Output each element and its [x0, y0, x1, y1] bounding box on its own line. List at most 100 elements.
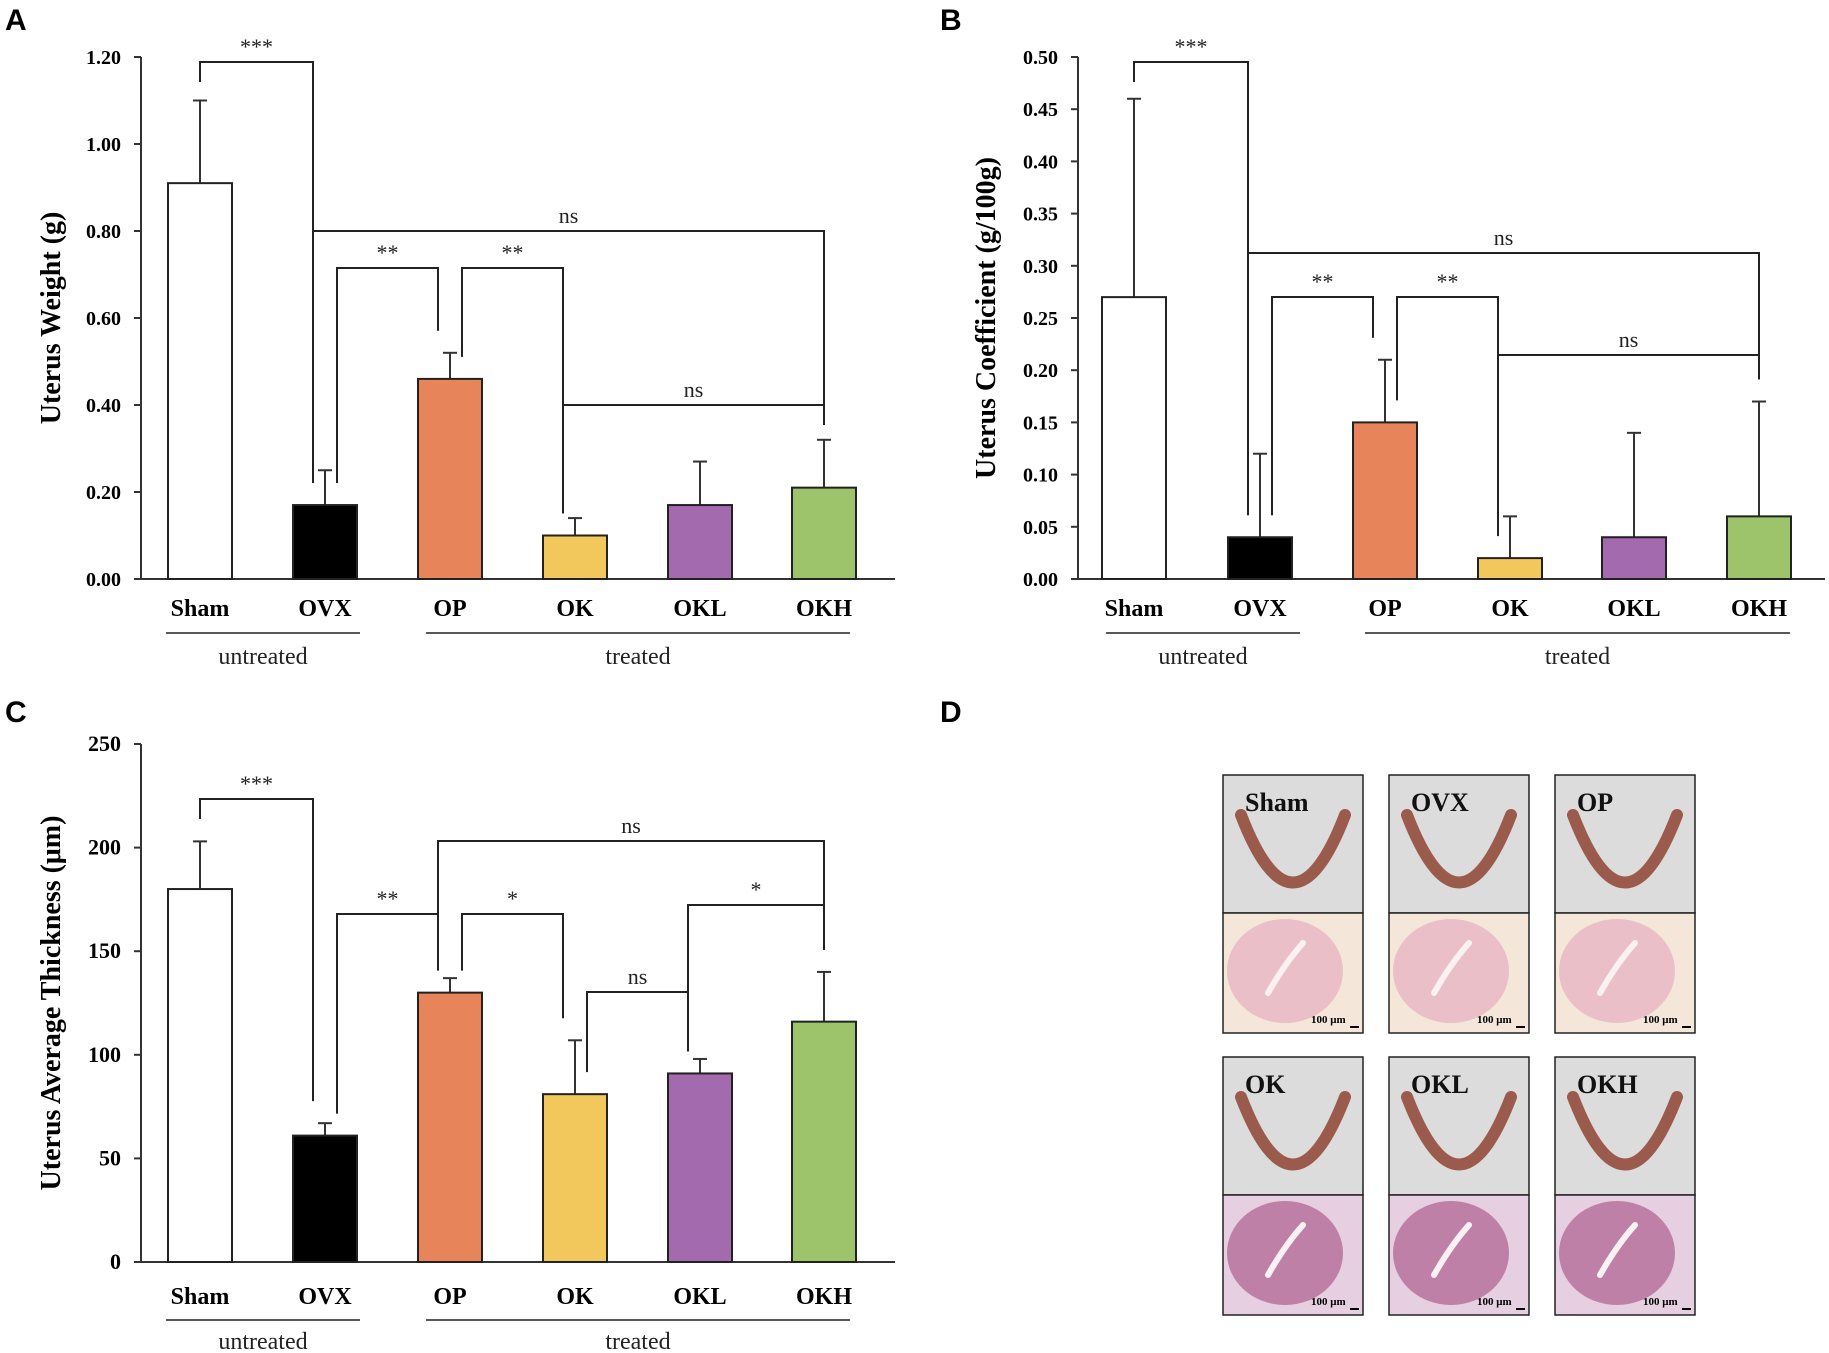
significance-bracket — [312, 230, 825, 484]
organ-photo — [1222, 774, 1364, 914]
y-tick-label: 0.20 — [1023, 360, 1058, 382]
significance-bracket — [586, 991, 689, 1073]
group-label: untreated — [218, 644, 307, 670]
lumen — [1265, 1222, 1306, 1278]
category-label: OKH — [1731, 596, 1787, 622]
uterus-shape — [1567, 809, 1683, 889]
y-axis-label: Uterus Weight (g) — [36, 212, 67, 425]
significance-label: *** — [240, 34, 273, 59]
category-label: OP — [433, 596, 466, 622]
category-label: OVX — [298, 596, 352, 622]
panel-label-b: B — [940, 4, 962, 37]
y-tick-label: 0.30 — [1023, 256, 1058, 278]
bar-okh — [1726, 515, 1792, 580]
y-tick-label: 0.25 — [1023, 308, 1058, 330]
group-label: untreated — [218, 1329, 307, 1353]
bar-sham — [1101, 296, 1167, 580]
bar-okl — [667, 504, 733, 580]
significance-label: ns — [621, 813, 641, 838]
scale-bar-label: 100 μm — [1477, 1014, 1512, 1026]
significance-bracket — [1497, 354, 1760, 537]
category-label: OKH — [796, 1284, 852, 1310]
category-label: OKL — [1607, 596, 1660, 622]
significance-label: *** — [1175, 34, 1208, 59]
y-axis-label: Uterus Coefficient (g/100g) — [971, 157, 1002, 479]
significance-bracket — [199, 798, 314, 1102]
bar-okh — [791, 1020, 857, 1264]
chart-uterus-coefficient: 0.00 0.05 0.10 0.15 0.20 0.25 0.30 0.35 0.40 0.45… — [971, 34, 1825, 670]
significance-bracket — [1271, 296, 1374, 516]
significance-label: ** — [1437, 269, 1459, 294]
uterus-shape — [1567, 1091, 1683, 1171]
bar-ok — [542, 534, 608, 580]
y-tick-label: 50 — [99, 1145, 121, 1170]
y-tick-label: 0.00 — [1023, 569, 1058, 591]
organ-photo — [1554, 774, 1696, 914]
photo-label: OKH — [1577, 1070, 1638, 1099]
y-tick-label: 0.35 — [1023, 204, 1058, 226]
group-label: treated — [1545, 644, 1610, 670]
significance-bracket — [336, 267, 439, 484]
significance-label: ns — [684, 377, 704, 402]
y-tick-label: 0.50 — [1023, 47, 1058, 69]
bar-ovx — [292, 504, 358, 580]
chart-uterus-weight: 0.00 0.20 0.40 0.60 0.80 1.00 1.20 Uterus Weigh… — [36, 34, 895, 670]
y-tick-label: 150 — [88, 938, 121, 963]
organ-photo — [1222, 1056, 1364, 1196]
y-tick-label: 1.20 — [86, 47, 121, 69]
group-label: untreated — [1158, 644, 1247, 670]
scale-bar-label: 100 μm — [1477, 1296, 1512, 1308]
group-label: treated — [605, 1329, 670, 1353]
significance-label: ns — [1494, 225, 1514, 250]
significance-bracket — [562, 404, 825, 514]
y-tick-label: 0.80 — [86, 221, 121, 243]
group-label: treated — [605, 644, 670, 670]
category-label: OP — [433, 1284, 466, 1310]
panel-label-a: A — [5, 4, 27, 37]
significance-bracket — [1133, 61, 1249, 432]
y-tick-label: 0.40 — [86, 395, 121, 417]
y-tick-label: 0.20 — [86, 482, 121, 504]
significance-label: ** — [1312, 269, 1334, 294]
lumen — [1431, 1222, 1472, 1278]
scale-bar-label: 100 μm — [1643, 1014, 1678, 1026]
significance-label: ** — [502, 240, 524, 265]
chart-uterus-thickness: 0 50 100 150 200 250 Uterus Average Thickness … — [36, 731, 895, 1353]
organ-photo — [1388, 774, 1530, 914]
y-tick-label: 0.15 — [1023, 412, 1058, 434]
significance-bracket — [437, 840, 825, 971]
panel-label-c: C — [5, 696, 27, 729]
significance-label: ns — [628, 964, 648, 989]
significance-label: * — [507, 886, 518, 911]
photo-label: Sham — [1245, 788, 1309, 817]
bar-op — [417, 377, 483, 580]
category-label: Sham — [171, 1284, 230, 1310]
lumen — [1597, 1222, 1638, 1278]
scale-bar-label: 100 μm — [1643, 1296, 1678, 1308]
y-tick-label: 0.00 — [86, 569, 121, 591]
bar-okl — [667, 1072, 733, 1263]
significance-bracket — [1247, 252, 1760, 516]
panel-label-d: D — [940, 696, 962, 729]
significance-bracket — [461, 913, 564, 1019]
category-label: OK — [1491, 596, 1529, 622]
uterus-shape — [1401, 809, 1517, 889]
bar-ok — [1477, 557, 1543, 580]
category-label: OKH — [796, 596, 852, 622]
photo-label: OK — [1245, 1070, 1286, 1099]
bar-ok — [542, 1093, 608, 1263]
y-tick-label: 0.60 — [86, 308, 121, 330]
category-label: Sham — [1105, 596, 1164, 622]
uterus-photo-grid: Sham 100 μm OVX 100 μm OP 100 μm OK 100 μm OKL 10… — [1222, 774, 1696, 1316]
scale-bar-label: 100 μm — [1311, 1014, 1346, 1026]
y-tick-label: 0.10 — [1023, 465, 1058, 487]
y-axis-label: Uterus Average Thickness (μm) — [36, 816, 67, 1191]
bar-okh — [791, 486, 857, 580]
y-tick-label: 100 — [88, 1042, 121, 1067]
significance-label: * — [751, 877, 762, 902]
photo-label: OP — [1577, 788, 1613, 817]
category-label: OK — [556, 1284, 594, 1310]
uterus-shape — [1235, 809, 1351, 889]
uterus-shape — [1401, 1091, 1517, 1171]
